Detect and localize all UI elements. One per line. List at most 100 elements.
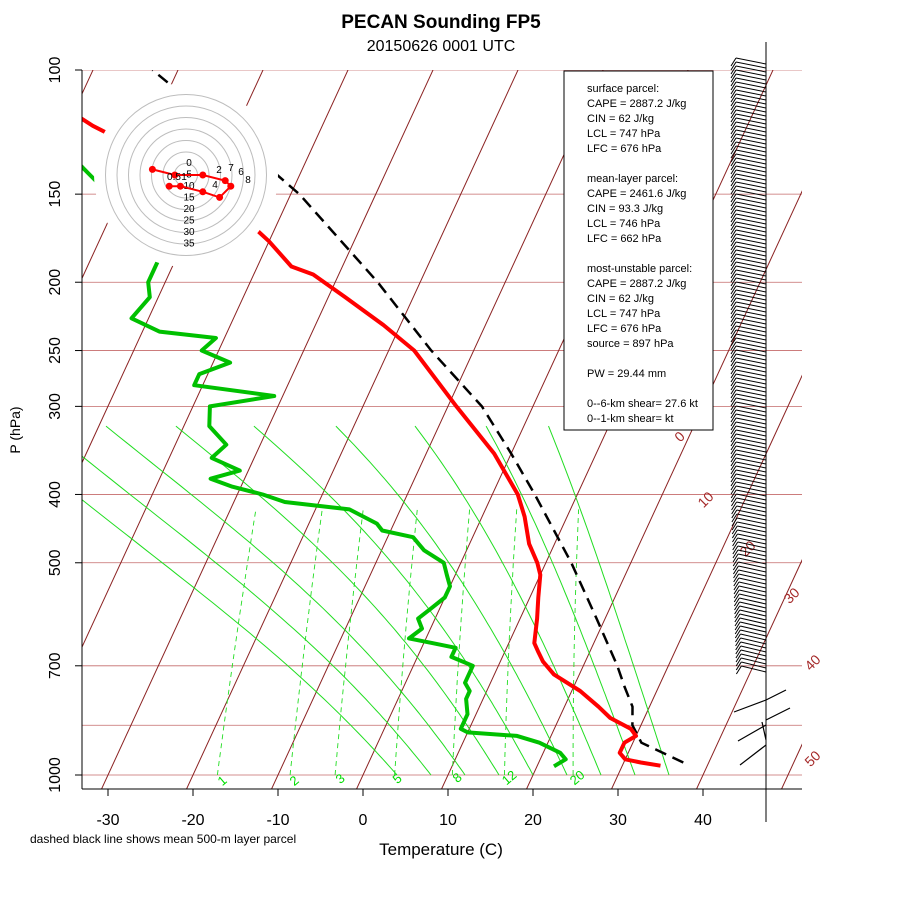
- wind-barb: [739, 597, 767, 605]
- wind-barb: [735, 93, 767, 101]
- wind-barb-flag: [730, 73, 737, 83]
- wind-barb-flag: [730, 221, 737, 231]
- wind-barb: [735, 161, 767, 169]
- y-tick-label: 150: [47, 181, 64, 208]
- wind-barb-flag: [732, 553, 739, 563]
- wind-barb: [735, 229, 767, 237]
- info-line: LFC = 662 hPa: [587, 233, 662, 245]
- wind-barb: [740, 645, 767, 653]
- wind-barb-flag: [730, 233, 737, 243]
- wind-barb: [740, 637, 767, 645]
- wind-barb-flag: [734, 605, 741, 615]
- wind-barb: [740, 653, 767, 661]
- wind-barb-flag: [735, 661, 742, 671]
- x-tick-label: 40: [694, 812, 712, 829]
- wind-barb: [740, 633, 767, 641]
- wind-barb-flag: [734, 613, 741, 623]
- wind-barb: [735, 101, 767, 109]
- wind-barb: [739, 621, 767, 629]
- hodograph-ring: [151, 140, 221, 210]
- wind-barb-flag: [730, 149, 737, 159]
- wind-barb: [735, 429, 767, 437]
- wind-barb-flag: [730, 161, 737, 171]
- hodograph-point-label: 6: [238, 167, 244, 178]
- isotherm-line: [695, 559, 802, 789]
- wind-barb-flag: [730, 217, 737, 227]
- wind-barb: [738, 565, 767, 573]
- wind-barb-flag: [730, 393, 737, 403]
- wind-barb: [735, 305, 767, 313]
- wind-barb-flag: [730, 269, 737, 279]
- wind-barb: [741, 657, 767, 665]
- wind-barb-flag: [733, 597, 740, 607]
- hodograph-point: [221, 177, 229, 185]
- wind-barb-flag: [730, 253, 737, 263]
- wind-barb: [738, 585, 767, 593]
- isotherm-line: [100, 70, 434, 789]
- wind-barb: [735, 85, 767, 93]
- wind-barb: [740, 625, 767, 633]
- wind-barb-flag: [730, 261, 737, 271]
- wind-barb: [735, 401, 767, 409]
- wind-barb-flag: [730, 125, 737, 135]
- wind-barb: [735, 413, 767, 421]
- wind-barb: [735, 257, 767, 265]
- info-line: mean-layer parcel:: [587, 173, 678, 185]
- info-line: PW = 29.44 mm: [587, 368, 666, 380]
- wind-barb-flag: [730, 145, 737, 155]
- info-line: most-unstable parcel:: [587, 263, 692, 275]
- wind-barb-flag: [734, 629, 741, 639]
- hodograph-point-label: 0.5: [167, 172, 181, 183]
- hodograph-ring-label: 25: [183, 216, 195, 227]
- wind-barb: [737, 545, 767, 553]
- isotherm-label: 30: [780, 584, 802, 606]
- wind-barb-flag: [734, 601, 740, 611]
- info-line: CIN = 62 J/kg: [587, 293, 654, 305]
- wind-barb: [735, 245, 767, 253]
- wind-barb: [765, 707, 791, 721]
- wind-barb: [735, 361, 767, 369]
- y-tick-label: 250: [47, 337, 64, 364]
- wind-barb: [735, 97, 767, 105]
- wind-barb: [735, 261, 767, 269]
- wind-barb: [735, 73, 767, 81]
- wind-barb-flag: [730, 181, 737, 191]
- wind-barb-flag: [730, 397, 737, 407]
- wind-barb: [735, 325, 767, 333]
- wind-barb: [739, 744, 767, 766]
- wind-barb-flag: [730, 381, 737, 391]
- wind-barb-flag: [732, 541, 739, 551]
- x-tick-label: 30: [609, 812, 627, 829]
- wind-barb: [735, 89, 767, 97]
- wind-barb-flag: [730, 89, 737, 99]
- wind-barb: [736, 517, 767, 525]
- hodograph-ring-label: 0: [186, 158, 192, 169]
- wind-barb: [735, 453, 767, 461]
- wind-barb: [735, 269, 767, 277]
- wind-barb-flag: [730, 65, 737, 75]
- wind-barb-flag: [730, 281, 737, 291]
- wind-barb-flag: [730, 109, 737, 119]
- hodograph-point: [171, 171, 179, 179]
- x-tick-label: -10: [266, 812, 289, 829]
- wind-barb: [735, 181, 767, 189]
- isotherm-label: 40: [801, 651, 823, 673]
- wind-barb: [735, 213, 767, 221]
- mixing-ratio-line: [504, 509, 518, 776]
- wind-barb: [735, 365, 767, 373]
- wind-barb: [735, 205, 767, 213]
- mixing-ratio-lines: [82, 425, 670, 776]
- info-line: CIN = 62 J/kg: [587, 113, 654, 125]
- wind-barb-flag: [730, 57, 737, 67]
- hodograph-point-label: 2: [216, 165, 222, 176]
- hodograph-point: [227, 182, 235, 190]
- hodograph-point: [165, 182, 173, 190]
- wind-barb-flag: [730, 405, 737, 415]
- wind-barb-flag: [730, 489, 737, 499]
- wind-barb: [737, 537, 767, 545]
- wind-barb-flag: [730, 85, 737, 95]
- wind-barb: [735, 57, 767, 65]
- wind-barb: [735, 69, 767, 77]
- wind-barb: [735, 157, 767, 165]
- wind-barb-flag: [730, 449, 737, 459]
